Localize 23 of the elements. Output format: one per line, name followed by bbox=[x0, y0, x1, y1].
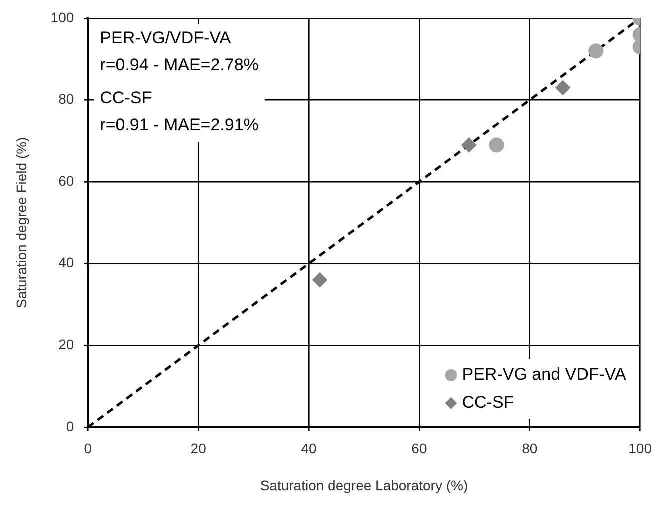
x-tick-label: 20 bbox=[190, 440, 207, 457]
y-tick-label: 60 bbox=[58, 172, 74, 189]
point bbox=[462, 138, 477, 153]
point bbox=[556, 80, 571, 96]
x-axis-title: Saturation degree Laboratory (%) bbox=[260, 477, 468, 494]
annotation: CC-SF bbox=[100, 88, 152, 108]
y-tick-label: 20 bbox=[58, 336, 74, 352]
y-axis-title: Saturation degree Field (%) bbox=[13, 137, 30, 308]
legend-label: PER-VG and VDF-VA bbox=[462, 365, 627, 384]
annotation: r=0.91 - MAE=2.91% bbox=[100, 116, 259, 135]
y-tick-label: 0 bbox=[66, 418, 74, 434]
legend-label: CC-SF bbox=[462, 393, 514, 412]
y-tick-label: 40 bbox=[58, 254, 74, 271]
y-tick-label: 80 bbox=[58, 91, 74, 108]
point bbox=[312, 272, 328, 288]
x-tick-label: 40 bbox=[301, 440, 318, 457]
annotation: PER-VG/VDF-VA bbox=[100, 28, 232, 48]
x-tick-label: 80 bbox=[522, 440, 538, 457]
x-tick-label: 0 bbox=[84, 440, 92, 457]
annotation: r=0.94 - MAE=2.78% bbox=[100, 56, 259, 75]
x-tick-label: 100 bbox=[628, 440, 652, 457]
y-tick-label: 100 bbox=[50, 9, 74, 26]
x-tick-label: 60 bbox=[412, 440, 428, 457]
